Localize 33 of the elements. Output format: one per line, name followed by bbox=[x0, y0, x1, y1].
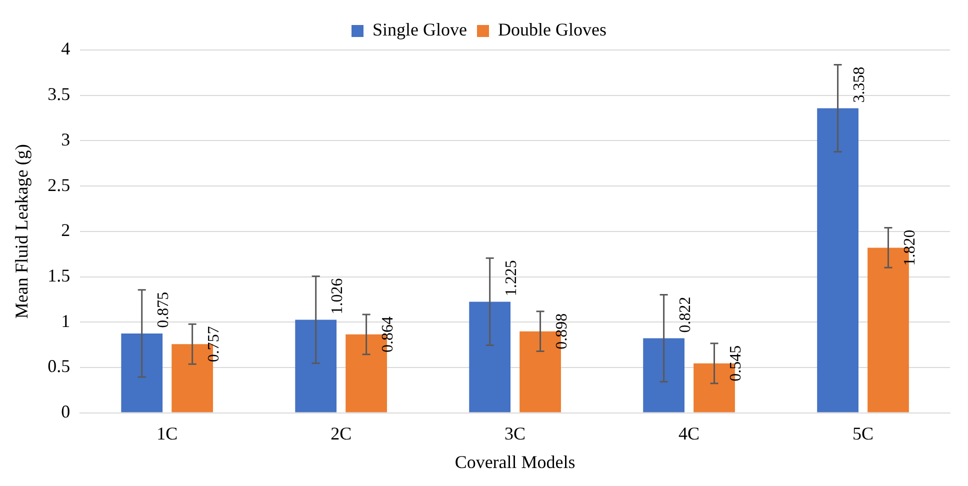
bar bbox=[295, 320, 337, 412]
data-label: 0.545 bbox=[727, 345, 744, 382]
data-label: 0.822 bbox=[677, 296, 694, 333]
y-tick-label: 0.5 bbox=[48, 356, 70, 376]
y-tick-label: 1.5 bbox=[48, 265, 70, 286]
data-label: 1.225 bbox=[503, 260, 520, 296]
data-label: 3.358 bbox=[850, 66, 868, 103]
x-tick-label: 4C bbox=[678, 423, 700, 444]
y-tick-label: 2 bbox=[61, 220, 70, 240]
x-tick-label: 5C bbox=[852, 423, 874, 444]
data-label: 0.875 bbox=[155, 292, 172, 328]
x-tick-label: 2C bbox=[330, 423, 352, 444]
x-axis-title: Coverall Models bbox=[454, 452, 576, 472]
data-label: 1.820 bbox=[901, 230, 918, 266]
y-tick-label: 4 bbox=[61, 38, 70, 59]
bar bbox=[469, 302, 511, 412]
data-label: 0.864 bbox=[380, 316, 396, 352]
bar bbox=[817, 108, 858, 412]
y-tick-label: 3 bbox=[61, 129, 70, 150]
bar bbox=[121, 333, 163, 412]
y-tick-label: 1 bbox=[61, 310, 70, 331]
y-tick-label: 2.5 bbox=[48, 174, 70, 195]
legend-label: Single Glove bbox=[372, 20, 468, 40]
x-tick-label: 1C bbox=[156, 423, 178, 444]
data-label: 0.757 bbox=[206, 326, 223, 362]
data-label: 0.898 bbox=[553, 313, 570, 350]
y-tick-label: 0 bbox=[61, 402, 70, 422]
y-tick-label: 3.5 bbox=[48, 84, 70, 104]
x-tick-label: 3C bbox=[504, 423, 526, 444]
bar bbox=[643, 338, 684, 412]
y-axis-title: Mean Fluid Leakage (g) bbox=[12, 144, 32, 319]
legend-label: Double Gloves bbox=[498, 20, 606, 40]
data-label: 1.026 bbox=[329, 278, 346, 314]
